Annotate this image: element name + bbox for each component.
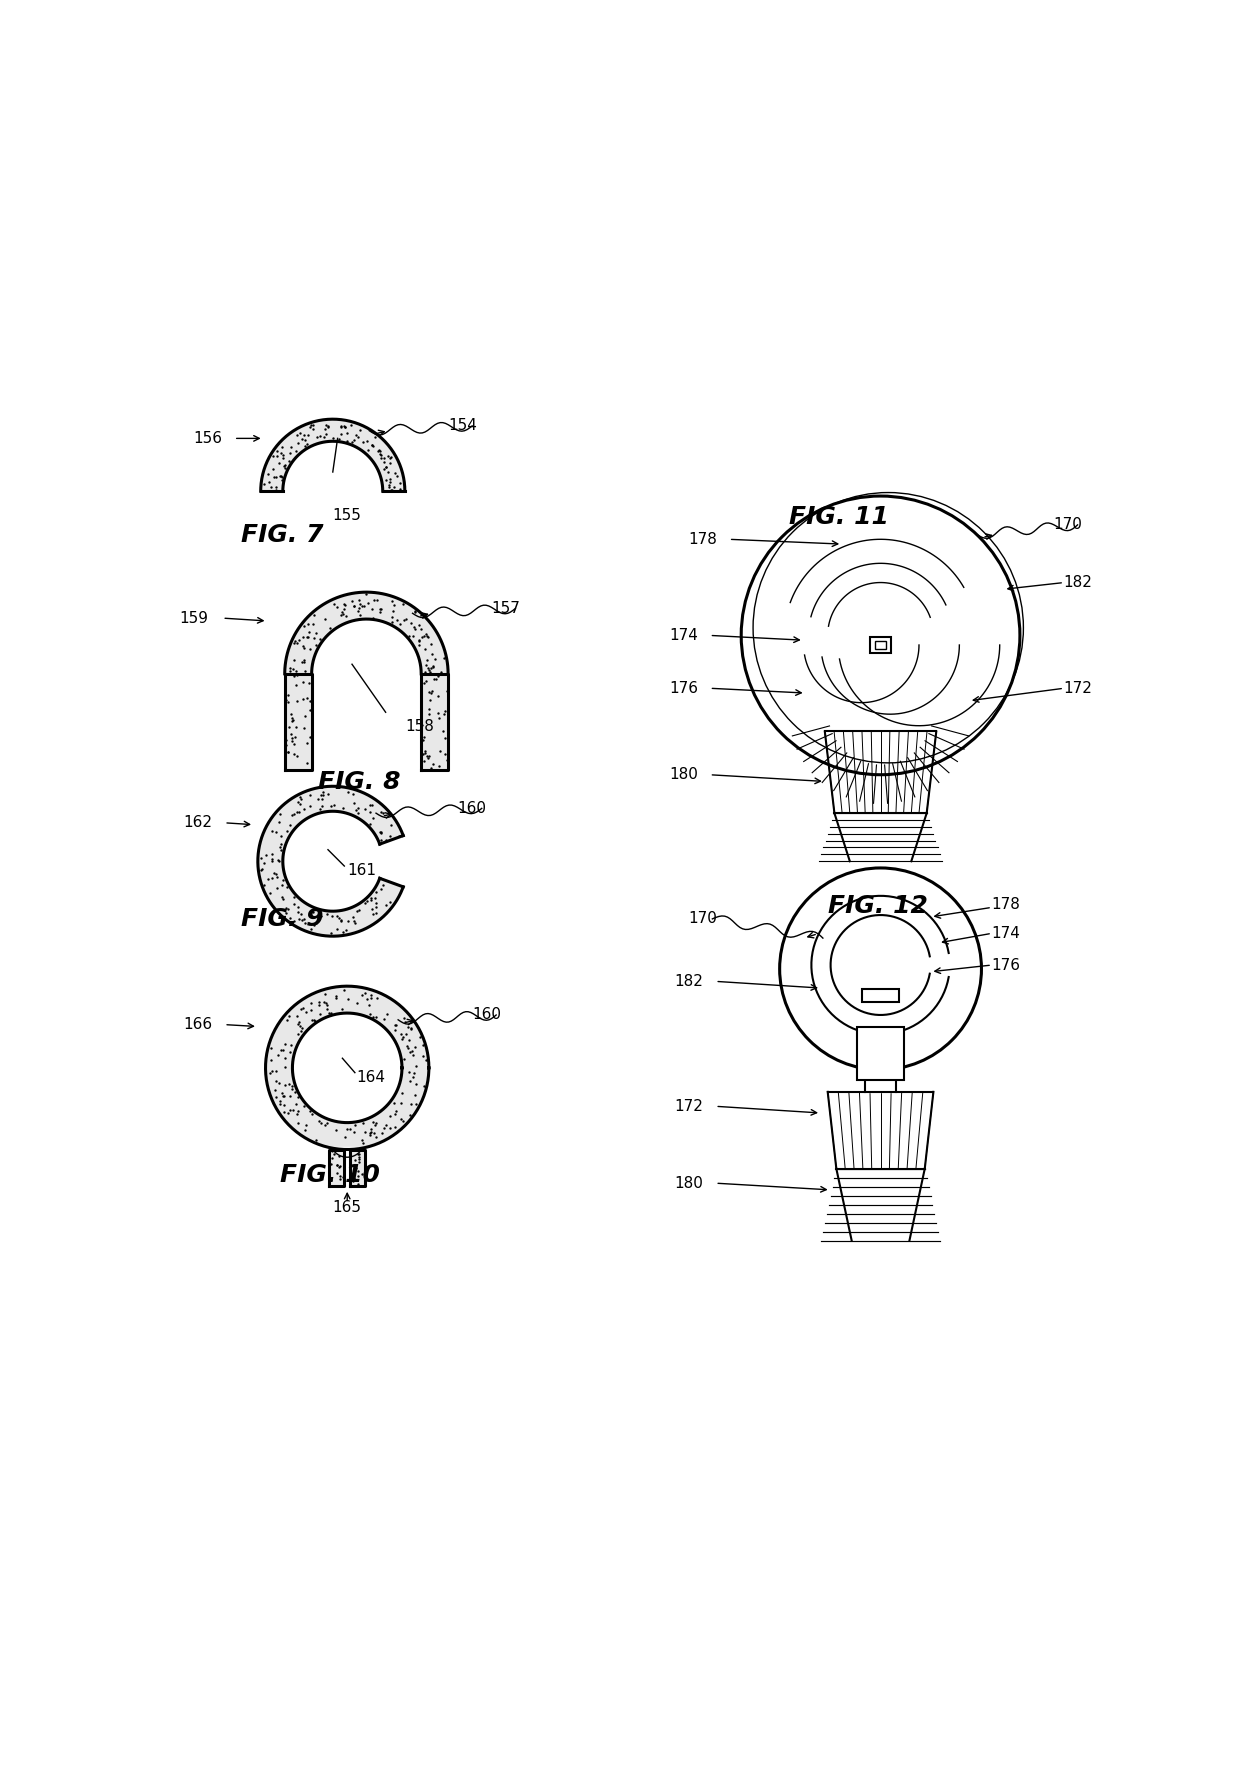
- Text: 174: 174: [670, 627, 698, 643]
- Polygon shape: [422, 673, 448, 769]
- Text: 162: 162: [184, 815, 213, 831]
- Bar: [858, 1028, 904, 1079]
- Polygon shape: [258, 787, 403, 936]
- Text: FIG. 8: FIG. 8: [319, 771, 401, 794]
- Text: 182: 182: [673, 975, 703, 989]
- Text: 164: 164: [357, 1070, 386, 1084]
- Text: 178: 178: [991, 897, 1021, 913]
- Text: 155: 155: [332, 509, 362, 523]
- Text: 172: 172: [673, 1099, 703, 1115]
- Text: 176: 176: [668, 680, 698, 696]
- Text: 157: 157: [491, 601, 521, 617]
- Polygon shape: [265, 987, 429, 1150]
- Text: 165: 165: [332, 1200, 362, 1214]
- Polygon shape: [329, 1150, 345, 1185]
- Text: 154: 154: [448, 418, 477, 434]
- Bar: [875, 641, 885, 649]
- Text: FIG. 9: FIG. 9: [242, 907, 324, 930]
- Bar: [870, 638, 892, 652]
- Text: 161: 161: [347, 863, 376, 879]
- Text: 160: 160: [458, 801, 487, 815]
- Text: 160: 160: [472, 1008, 501, 1022]
- Polygon shape: [350, 1150, 366, 1185]
- Polygon shape: [285, 592, 448, 673]
- Text: 166: 166: [184, 1017, 213, 1031]
- Text: 180: 180: [670, 767, 698, 781]
- Text: FIG. 11: FIG. 11: [789, 505, 889, 530]
- Text: FIG. 10: FIG. 10: [280, 1164, 379, 1187]
- Text: 172: 172: [1063, 680, 1092, 696]
- Text: 176: 176: [991, 957, 1021, 973]
- Polygon shape: [260, 420, 404, 491]
- Text: 174: 174: [991, 925, 1021, 941]
- Text: FIG. 7: FIG. 7: [242, 523, 324, 548]
- Polygon shape: [866, 1070, 897, 1092]
- Polygon shape: [285, 673, 311, 769]
- Text: FIG. 12: FIG. 12: [828, 895, 928, 918]
- Bar: [862, 989, 899, 1003]
- Text: 178: 178: [688, 532, 717, 548]
- Text: 182: 182: [1063, 576, 1092, 590]
- Polygon shape: [327, 1146, 367, 1152]
- Text: 180: 180: [673, 1175, 703, 1191]
- Text: 170: 170: [688, 911, 717, 927]
- Text: 158: 158: [404, 719, 434, 734]
- Text: 159: 159: [179, 611, 208, 626]
- Text: 170: 170: [1054, 517, 1083, 532]
- Text: 156: 156: [193, 431, 222, 447]
